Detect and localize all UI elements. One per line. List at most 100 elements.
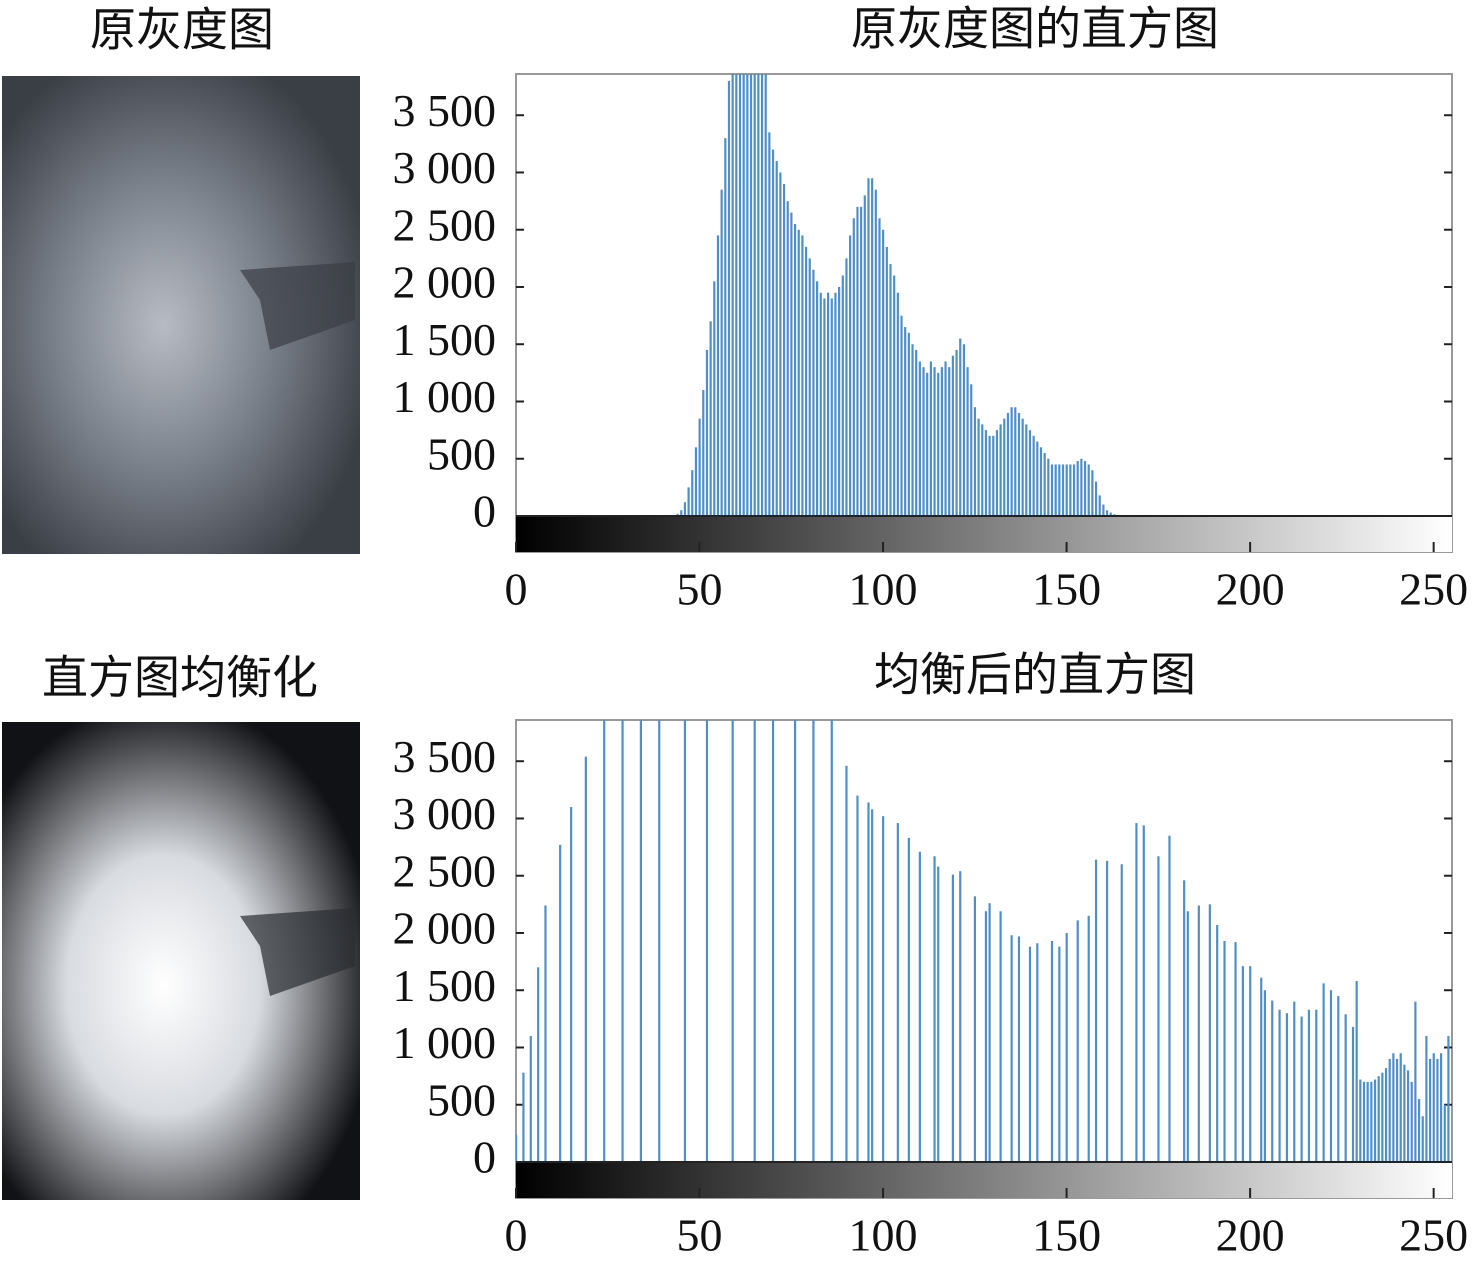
bar — [907, 332, 910, 516]
bar — [1061, 464, 1065, 516]
bar — [1351, 1026, 1355, 1162]
bar — [1260, 977, 1263, 1162]
bar — [926, 372, 929, 516]
y-tick-label: 2 000 — [393, 257, 497, 308]
bar — [768, 132, 771, 516]
bar — [1344, 1014, 1347, 1162]
bar — [1293, 1001, 1296, 1162]
colorbar — [516, 516, 1452, 552]
bar — [951, 874, 954, 1162]
bar — [1399, 1053, 1402, 1162]
bar — [1425, 1036, 1428, 1162]
bar — [522, 1072, 525, 1162]
bar — [786, 201, 789, 516]
x-tick-label: 200 — [1216, 564, 1285, 615]
bar — [1094, 481, 1098, 516]
y-tick-label: 1 000 — [393, 1017, 497, 1068]
chart-title: 原灰度图的直方图 — [851, 4, 1219, 55]
bar — [1223, 941, 1226, 1162]
y-tick-label: 1 500 — [393, 960, 497, 1011]
bar — [658, 720, 661, 1162]
bar — [746, 74, 749, 516]
chart-title: 均衡后的直方图 — [874, 650, 1196, 701]
bar — [782, 183, 786, 516]
bar — [1329, 990, 1333, 1162]
bar — [1017, 412, 1021, 516]
y-tick-label: 0 — [473, 486, 496, 537]
bar — [860, 206, 863, 516]
plot-frame — [515, 719, 1453, 1199]
bar — [830, 298, 833, 516]
bar — [1362, 1081, 1366, 1162]
bar — [900, 315, 903, 516]
bar — [1105, 860, 1109, 1162]
bar — [1010, 407, 1013, 516]
bar — [981, 424, 984, 516]
bar — [882, 229, 885, 516]
bar — [1366, 1081, 1369, 1162]
bar — [995, 430, 999, 516]
bar — [570, 807, 573, 1162]
bar — [841, 275, 844, 516]
bar — [1197, 905, 1200, 1162]
bar — [742, 74, 745, 516]
bar — [1370, 1081, 1373, 1162]
y-tick-label: 3 000 — [393, 788, 497, 839]
bar — [1406, 1070, 1410, 1162]
bar — [933, 367, 936, 516]
bar — [804, 246, 808, 516]
bar — [1054, 464, 1057, 516]
bar — [1249, 966, 1252, 1162]
bar — [845, 258, 848, 516]
x-tick-label: 0 — [505, 1210, 528, 1261]
bar — [702, 390, 705, 516]
bar — [1094, 859, 1098, 1162]
image-title: 原灰度图 — [90, 5, 274, 56]
bar — [1271, 1000, 1274, 1162]
bar — [683, 720, 687, 1162]
x-tick-label: 50 — [677, 1210, 723, 1261]
bar — [1216, 924, 1219, 1162]
bar — [1377, 1076, 1380, 1162]
bar — [984, 911, 988, 1162]
y-tick-label: 2 500 — [393, 199, 497, 250]
plot-frame — [515, 73, 1453, 553]
bar — [849, 235, 852, 516]
bar — [1428, 1058, 1432, 1162]
bar — [845, 765, 848, 1162]
bar — [1076, 920, 1079, 1162]
bar — [988, 435, 991, 516]
bar — [856, 795, 859, 1162]
y-tick-label: 500 — [427, 1074, 496, 1125]
bar — [559, 844, 562, 1162]
y-tick-label: 3 500 — [393, 85, 497, 136]
bar — [970, 384, 973, 516]
bar — [871, 178, 874, 516]
bar — [1403, 1064, 1406, 1162]
bar — [797, 229, 800, 516]
bar — [973, 407, 977, 516]
bar — [724, 138, 727, 516]
x-tick-label: 250 — [1399, 564, 1468, 615]
bar — [1028, 430, 1032, 516]
photo-detail — [240, 908, 355, 996]
bar — [918, 361, 921, 516]
x-tick-label: 100 — [849, 564, 918, 615]
x-tick-label: 0 — [505, 564, 528, 615]
bar — [959, 871, 962, 1162]
bar — [951, 355, 954, 516]
bar — [966, 367, 969, 516]
bar — [1087, 464, 1090, 516]
bar — [896, 823, 899, 1162]
bar — [757, 74, 760, 516]
bar — [1050, 941, 1054, 1162]
bar — [812, 269, 815, 516]
bar — [1072, 464, 1076, 516]
bar — [1120, 864, 1123, 1162]
bar — [922, 367, 925, 516]
y-tick-label: 3 500 — [393, 731, 497, 782]
bar — [834, 292, 837, 516]
bar — [764, 74, 767, 516]
bar — [753, 720, 756, 1162]
